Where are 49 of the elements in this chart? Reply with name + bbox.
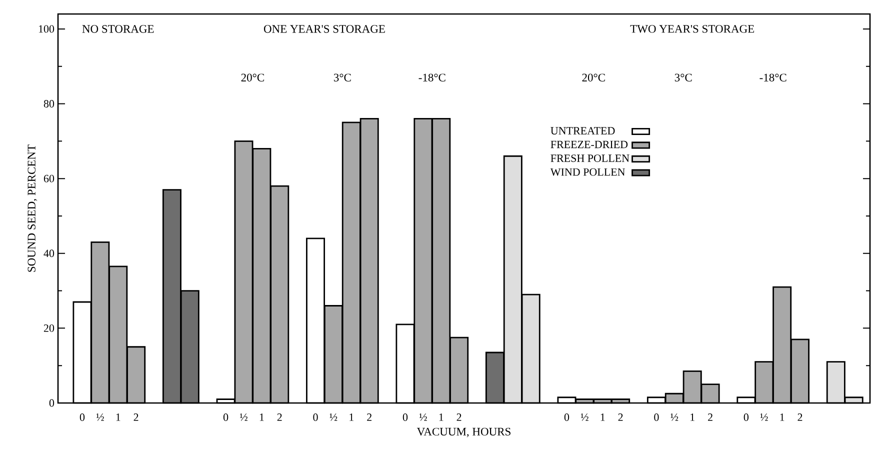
x-tick-label: 0 bbox=[402, 414, 408, 421]
x-tick-label: 0 bbox=[313, 414, 318, 421]
y-tick-label: 80 bbox=[44, 100, 54, 108]
x-tick-label: ½ bbox=[760, 414, 768, 421]
x-tick-label: 2 bbox=[708, 414, 712, 421]
x-tick-label: 0 bbox=[564, 414, 570, 421]
y-tick-label: 100 bbox=[38, 25, 54, 33]
x-tick-label: ½ bbox=[96, 414, 104, 421]
x-tick-label: ½ bbox=[330, 414, 338, 421]
x-tick-label: 0 bbox=[80, 414, 85, 421]
annotation: -18°C bbox=[760, 74, 786, 82]
x-tick-label: 1 bbox=[350, 414, 354, 421]
annotation: 20°C bbox=[241, 74, 264, 82]
annotation: ONE YEAR'S STORAGE bbox=[264, 25, 385, 33]
annotation: 3°C bbox=[334, 74, 351, 82]
x-tick-label: 1 bbox=[439, 414, 444, 421]
x-tick-label: 1 bbox=[780, 414, 784, 421]
x-tick-label: 1 bbox=[600, 414, 605, 421]
x-axis-title: VACUUM, HOURS bbox=[416, 428, 510, 438]
x-tick-label: 1 bbox=[116, 414, 120, 421]
x-tick-label: ½ bbox=[670, 414, 678, 421]
legend-label: FREEZE-DRIED bbox=[550, 140, 628, 148]
annotation: 3°C bbox=[674, 74, 692, 82]
x-tick-label: 2 bbox=[277, 414, 282, 421]
legend-label: FRESH POLLEN bbox=[550, 154, 630, 162]
x-tick-label: ½ bbox=[240, 414, 248, 421]
legend-label: WIND POLLEN bbox=[550, 168, 625, 176]
x-tick-label: ½ bbox=[580, 414, 588, 421]
x-tick-label: 2 bbox=[618, 414, 623, 421]
y-axis-title: SOUND SEED, PERCENT bbox=[28, 144, 38, 272]
x-tick-label: 2 bbox=[798, 414, 802, 421]
x-tick-label: 1 bbox=[260, 414, 264, 421]
x-tick-label: ½ bbox=[419, 414, 427, 421]
x-tick-label: 0 bbox=[654, 414, 659, 421]
annotation: 20°C bbox=[582, 74, 605, 82]
legend-label: UNTREATED bbox=[550, 127, 615, 134]
x-tick-label: 0 bbox=[744, 414, 749, 421]
annotation: NO STORAGE bbox=[82, 25, 154, 33]
y-tick-label: 60 bbox=[44, 174, 54, 182]
y-tick-label: 0 bbox=[49, 399, 54, 407]
y-tick-label: 40 bbox=[44, 250, 54, 258]
y-tick-label: 20 bbox=[44, 324, 54, 332]
annotation: -18°C bbox=[418, 74, 446, 82]
x-tick-label: 0 bbox=[223, 414, 228, 421]
x-tick-label: 1 bbox=[690, 414, 694, 421]
annotation: TWO YEAR'S STORAGE bbox=[630, 25, 754, 33]
x-tick-label: 2 bbox=[134, 414, 138, 421]
x-tick-label: 2 bbox=[367, 414, 372, 421]
x-tick-label: 2 bbox=[456, 414, 462, 421]
